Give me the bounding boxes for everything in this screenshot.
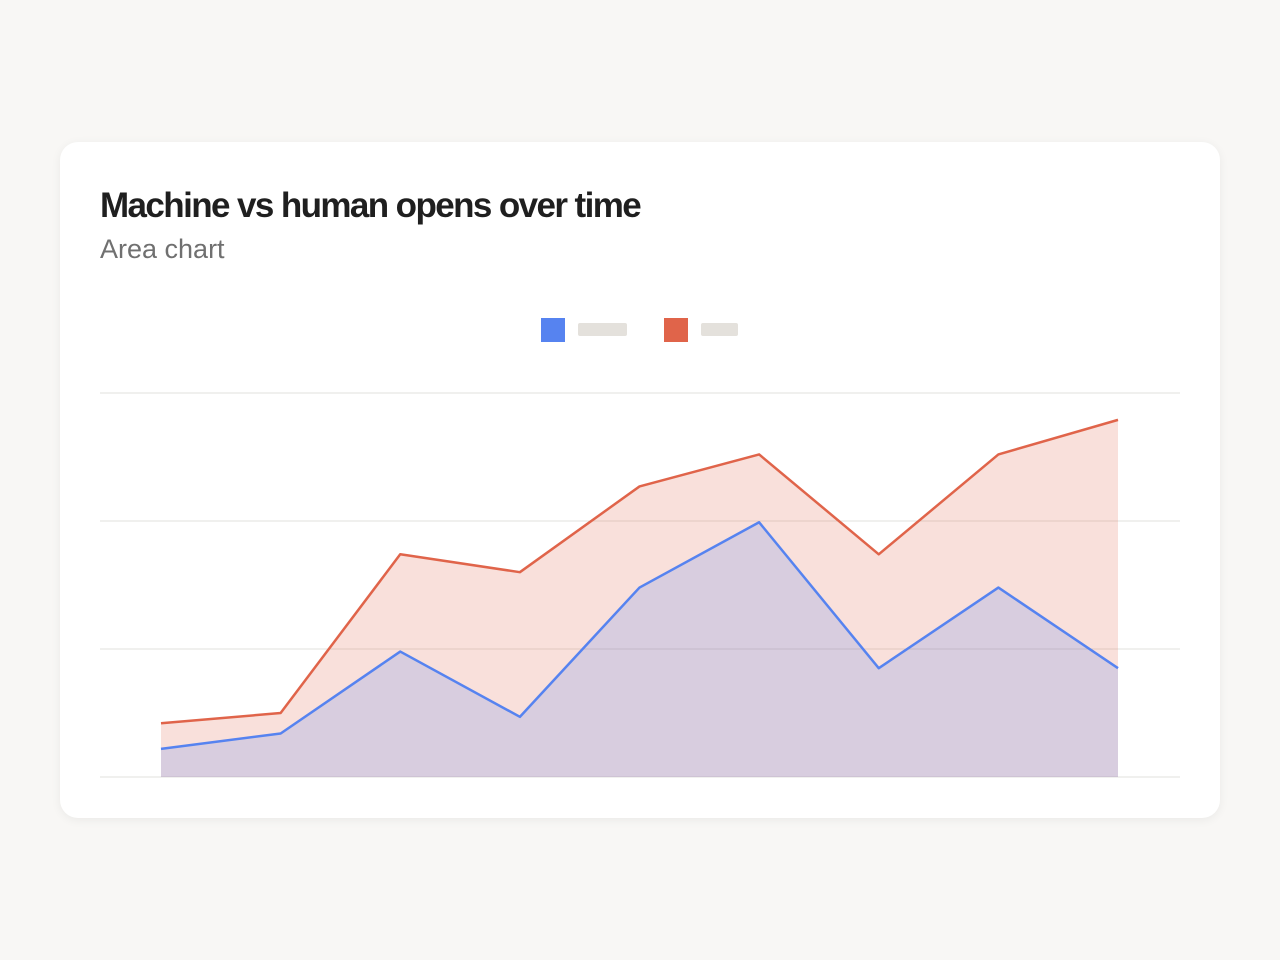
- area-fill-series-1: [161, 522, 1118, 777]
- legend-swatch: [664, 318, 688, 342]
- chart-title: Machine vs human opens over time: [100, 186, 642, 225]
- chart-card: Machine vs human opens over time Area ch…: [60, 142, 1220, 818]
- legend-label-placeholder: [578, 323, 627, 336]
- area-fill-series-2: [161, 419, 1118, 777]
- chart-subtitle: Area chart: [100, 234, 225, 264]
- legend-swatch: [541, 318, 565, 342]
- area-chart: [100, 318, 1180, 778]
- legend-label-placeholder: [701, 323, 738, 336]
